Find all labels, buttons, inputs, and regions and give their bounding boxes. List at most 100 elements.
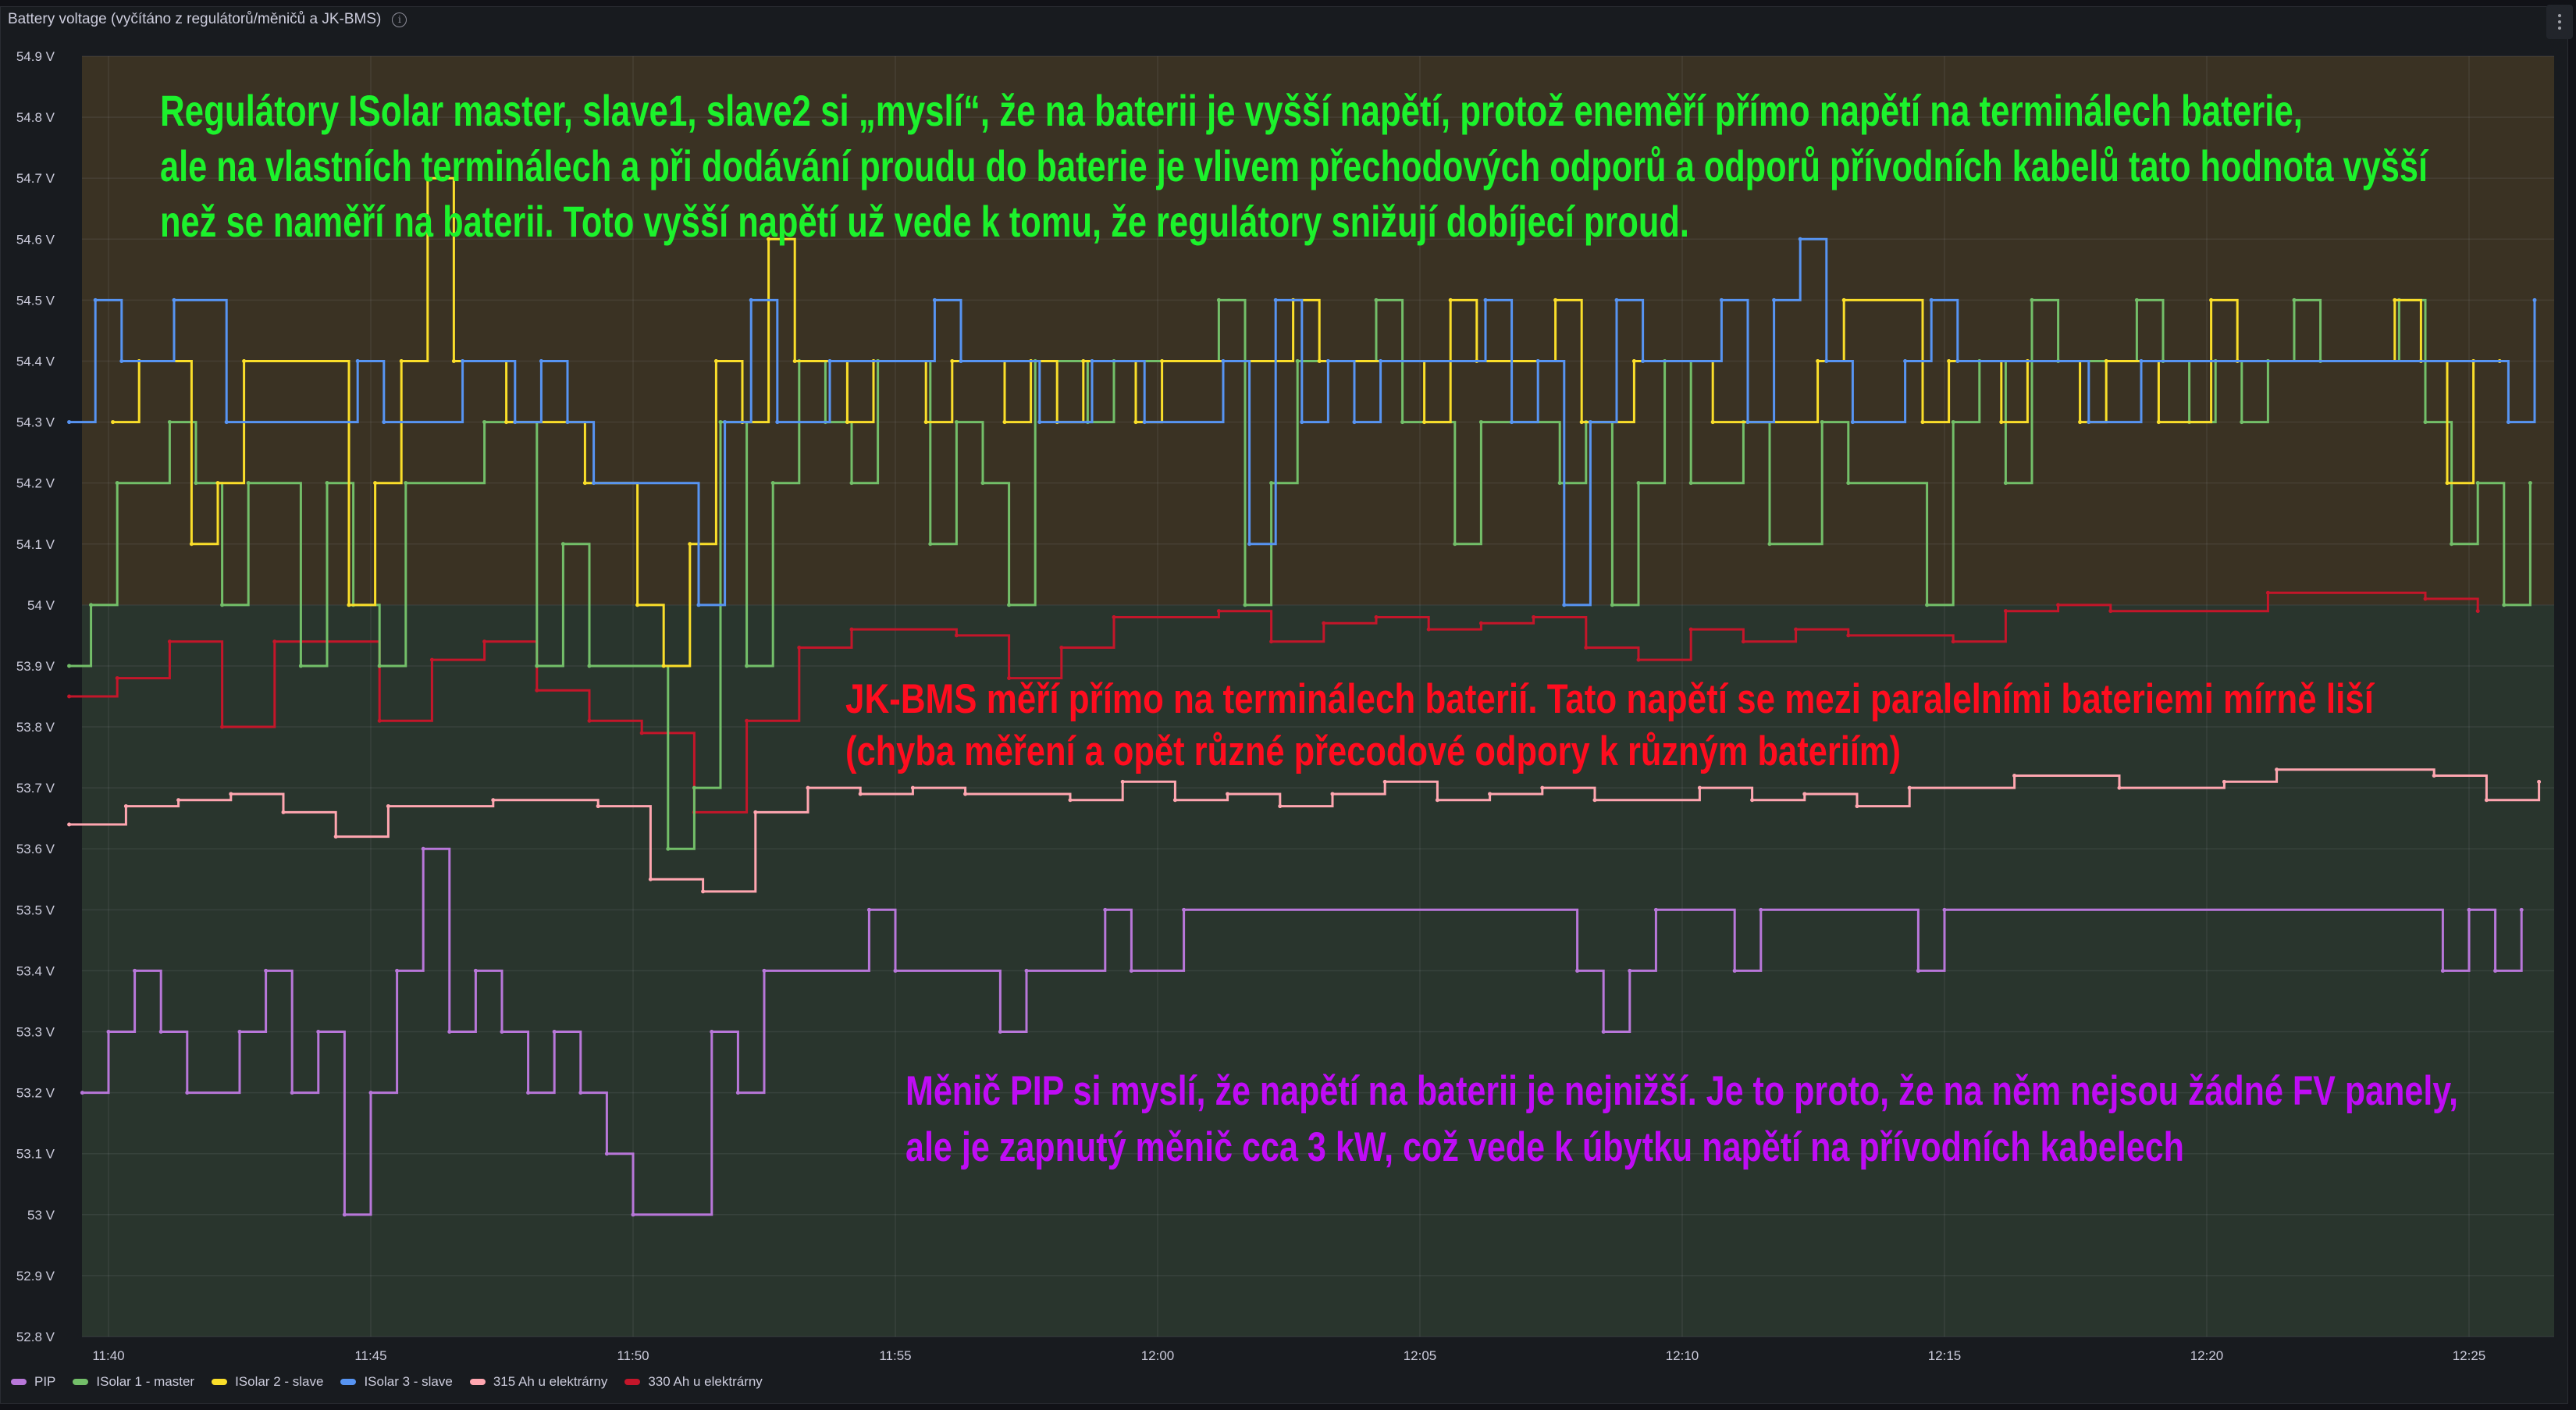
data-point — [1636, 657, 1641, 662]
data-point — [2445, 481, 2450, 486]
data-point — [631, 1212, 635, 1217]
annotation-text: JK-BMS měří přímo na terminálech baterií… — [845, 676, 2375, 722]
annotation-text: (chyba měření a opět různé přecodové odp… — [845, 728, 1901, 774]
data-point — [688, 542, 692, 547]
data-point — [1584, 646, 1589, 650]
x-tick-label: 12:00 — [1141, 1348, 1175, 1363]
y-tick-label: 54 V — [27, 598, 55, 613]
data-point — [710, 1030, 714, 1034]
x-tick-label: 11:55 — [879, 1348, 911, 1363]
data-point — [932, 297, 937, 302]
y-tick-label: 52.8 V — [16, 1330, 55, 1344]
data-point — [923, 420, 928, 425]
data-point — [2209, 297, 2214, 302]
data-point — [1172, 798, 1177, 803]
y-tick-label: 54.5 V — [16, 293, 55, 308]
data-point — [539, 358, 543, 363]
data-point — [1697, 785, 1702, 790]
data-point — [215, 481, 220, 486]
data-point — [1942, 907, 1947, 912]
data-point — [2440, 968, 2445, 973]
data-point — [1688, 481, 1693, 486]
legend: PIP ISolar 1 - master ISolar 2 - slave I… — [11, 1374, 763, 1390]
panel-header: Battery voltage (vyčítáno z regulátorů/m… — [8, 11, 407, 28]
data-point — [1903, 358, 1908, 363]
y-tick-label: 54.9 V — [16, 49, 55, 64]
data-point — [950, 358, 955, 363]
data-point — [482, 420, 487, 425]
legend-label: PIP — [34, 1374, 56, 1389]
data-point — [2275, 767, 2279, 772]
data-point — [185, 1091, 190, 1095]
y-tick-label: 54.3 V — [16, 415, 55, 430]
data-point — [2156, 420, 2161, 425]
annotation-text: než se naměří na baterii. Toto vyšší nap… — [160, 197, 1689, 246]
y-tick-label: 54.8 V — [16, 110, 55, 125]
data-point — [290, 1091, 294, 1095]
annotation-text: ale na vlastních terminálech a při dodáv… — [160, 141, 2429, 190]
annotation-text: Měnič PIP si myslí, že napětí na baterii… — [906, 1068, 2458, 1114]
legend-item-isolar1[interactable]: ISolar 1 - master — [73, 1374, 194, 1390]
data-point — [1129, 968, 1133, 973]
data-point — [2108, 609, 2113, 614]
panel-menu-button[interactable] — [2546, 5, 2573, 39]
data-point — [272, 639, 277, 644]
data-point — [661, 664, 666, 668]
data-point — [2532, 297, 2537, 302]
data-point — [692, 785, 696, 790]
data-point — [1955, 358, 1960, 363]
data-point — [229, 792, 233, 796]
data-point — [1278, 804, 1283, 809]
data-point — [1557, 481, 1562, 486]
data-point — [1951, 420, 1955, 425]
y-tick-label: 53 V — [27, 1208, 55, 1223]
data-point — [167, 639, 172, 644]
data-point — [604, 1152, 609, 1156]
data-point — [355, 358, 360, 363]
data-point — [1562, 603, 1567, 607]
threshold-band-above — [82, 56, 2554, 605]
data-point — [373, 481, 378, 486]
data-point — [167, 420, 172, 425]
data-point — [1374, 297, 1379, 302]
data-point — [2265, 590, 2270, 595]
data-point — [404, 481, 408, 486]
data-point — [1925, 603, 1930, 607]
data-point — [1614, 297, 1619, 302]
data-point — [749, 297, 753, 302]
data-point — [176, 798, 181, 803]
legend-swatch — [11, 1379, 27, 1385]
legend-item-isolar2[interactable]: ISolar 2 - slave — [212, 1374, 323, 1390]
data-point — [1068, 798, 1073, 803]
data-point — [220, 603, 225, 607]
data-point — [1846, 481, 1851, 486]
data-point — [770, 481, 775, 486]
data-point — [1090, 358, 1094, 363]
data-point — [1374, 614, 1379, 619]
data-point — [1352, 420, 1357, 425]
data-point — [1636, 481, 1641, 486]
data-point — [701, 889, 706, 894]
data-point — [67, 664, 72, 668]
legend-swatch — [212, 1379, 228, 1385]
data-point — [1588, 420, 1592, 425]
kebab-dot — [2558, 27, 2561, 30]
legend-item-isolar3[interactable]: ISolar 3 - slave — [340, 1374, 453, 1390]
legend-item-330ah[interactable]: 330 Ah u elektrárny — [624, 1374, 763, 1390]
data-point — [2467, 907, 2471, 912]
data-point — [1641, 358, 1646, 363]
data-point — [959, 358, 963, 363]
legend-item-315ah[interactable]: 315 Ah u elektrárny — [469, 1374, 607, 1390]
data-point — [504, 420, 509, 425]
info-circle-icon[interactable]: i — [392, 12, 407, 27]
legend-item-pip[interactable]: PIP — [11, 1374, 55, 1390]
y-tick-label: 54.1 V — [16, 537, 55, 552]
data-point — [482, 639, 487, 644]
y-tick-label: 54.2 V — [16, 476, 55, 491]
data-point — [1295, 358, 1300, 363]
data-point — [1631, 358, 1636, 363]
data-point — [1133, 420, 1138, 425]
data-point — [2030, 297, 2034, 302]
data-point — [1824, 358, 1829, 363]
